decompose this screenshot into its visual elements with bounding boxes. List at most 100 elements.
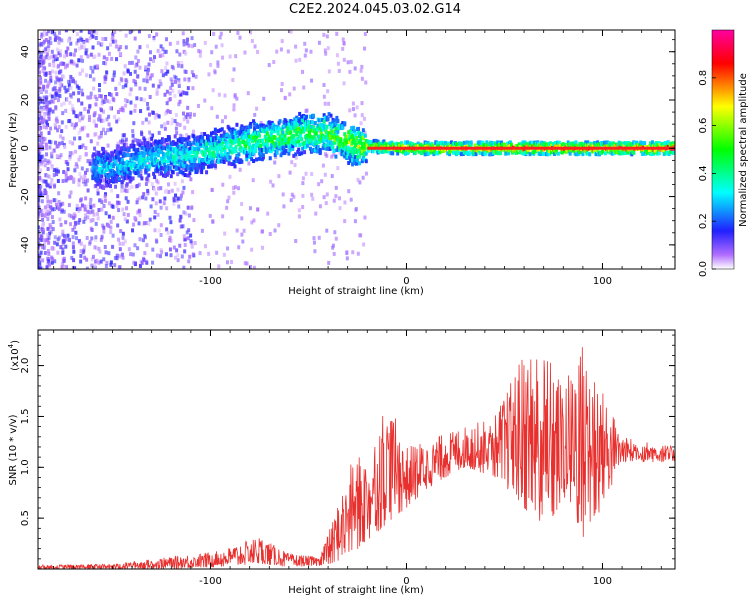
noise-cell [144,259,148,264]
ridge-cell [288,126,292,131]
ridge-cell [119,146,123,151]
noise-cell [171,88,175,93]
ridge-cell [622,143,626,148]
noise-cell [189,112,193,117]
ridge-cell [201,135,205,140]
ridge-cell [532,150,536,155]
ridge-cell [363,133,367,138]
noise-cell [192,129,196,134]
noise-cell [38,101,41,106]
noise-cell [93,65,97,70]
noise-cell [351,250,355,255]
ridge-cell [163,173,167,178]
ridge-cell [120,158,124,163]
noise-cell [89,30,93,33]
ridge-cell [364,151,368,156]
noise-cell [47,131,51,136]
ridge-cell [211,130,215,135]
ridge-cell [264,124,268,129]
noise-cell [325,34,329,39]
ridge-cell [446,151,450,156]
ridge-cell [146,144,150,149]
ridge-cell [208,159,211,164]
noise-cell [48,36,52,41]
ridge-cell [252,151,256,156]
noise-cell [157,186,161,191]
snr-scale-text: (x104) [7,340,21,371]
noise-cell [101,127,105,132]
ridge-cell [308,114,312,119]
noise-cell [75,41,79,46]
noise-cell [74,162,78,167]
noise-cell [94,246,98,251]
noise-cell [50,255,54,260]
noise-cell [185,230,189,235]
noise-cell [176,61,180,66]
ridge-cell [237,138,241,143]
ridge-cell [285,123,289,128]
ridge-cell [649,142,653,147]
noise-cell [286,49,290,54]
ridge-cell [159,171,163,176]
ridge-cell [234,133,238,138]
noise-cell [45,31,49,36]
ridge-cell [324,146,328,151]
ridge-cell [326,117,330,122]
noise-cell [104,211,108,216]
noise-cell [133,69,137,74]
noise-cell [71,107,75,112]
ridge-cell [183,149,187,154]
noise-cell [72,177,76,182]
ridge-cell [358,139,362,144]
ridge-cell [609,148,613,153]
noise-cell [158,199,162,204]
snr-plot-area [38,330,675,569]
x-tick-label: -100 [199,276,222,287]
noise-cell [55,56,59,61]
noise-cell [68,151,72,156]
noise-cell [41,118,45,123]
noise-cell [103,192,107,197]
ridge-cell [199,143,203,148]
ridge-cell [282,123,286,128]
figure-title: C2E2.2024.045.03.02.G14 [288,2,462,17]
noise-cell [38,230,41,235]
noise-cell [42,179,46,184]
noise-cell [104,61,108,66]
noise-cell [192,218,196,223]
ridge-cell [257,156,261,161]
noise-cell [82,41,86,46]
ridge-cell [369,140,373,145]
ridge-cell [202,165,206,170]
noise-cell [86,209,90,214]
ridge-cell [600,149,604,154]
ridge-cell [218,136,222,141]
noise-cell [118,107,122,112]
noise-cell [72,61,76,66]
noise-cell [52,86,56,91]
noise-cell [48,100,52,105]
ridge-cell [521,140,525,145]
noise-cell [39,80,43,85]
ridge-cell [479,150,483,155]
noise-cell [74,230,78,235]
noise-cell [223,93,227,98]
noise-cell [143,251,147,256]
noise-cell [164,71,168,76]
ridge-cell [171,154,175,159]
ridge-cell [138,166,142,171]
noise-cell [45,146,49,151]
noise-cell [346,60,350,65]
noise-cell [198,53,202,58]
ridge-cell [230,130,234,135]
noise-cell [327,69,331,74]
noise-cell [47,259,51,264]
noise-cell [73,225,77,230]
ridge-cell [349,133,353,138]
noise-cell [259,120,263,125]
ridge-cell [139,154,143,159]
noise-cell [45,120,49,125]
noise-cell [216,60,220,65]
noise-cell [83,207,87,212]
noise-cell [131,252,135,257]
